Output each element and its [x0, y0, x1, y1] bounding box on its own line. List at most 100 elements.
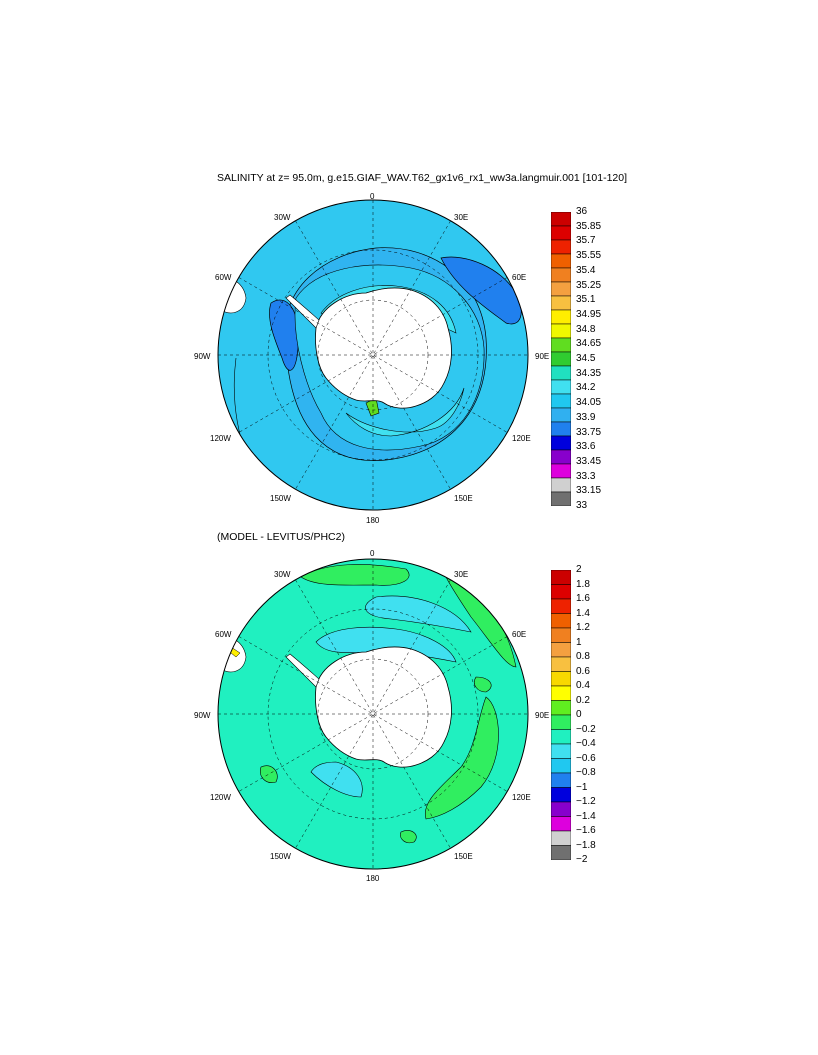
colorbar-swatch: [551, 598, 571, 614]
colorbar-tick-label: 33.15: [576, 485, 602, 497]
lon-label-120e: 120E: [512, 434, 531, 443]
colorbar-tick-label: 35.55: [576, 250, 602, 262]
colorbar-swatch: [551, 295, 571, 311]
colorbar-swatch: [551, 816, 571, 832]
colorbar-swatch: [551, 365, 571, 381]
colorbar-tick-label: 36: [576, 206, 588, 217]
lon-label-150e: 150E: [454, 494, 473, 503]
colorbar-swatch: [551, 700, 571, 716]
colorbar-tick-label: 0.4: [576, 680, 590, 691]
colorbar-tick-label: −1.8: [576, 839, 596, 851]
colorbar-swatch: [551, 491, 571, 506]
colorbar-swatch: [551, 758, 571, 774]
colorbar-tick-label: −2: [576, 854, 588, 865]
colorbar-tick-label: 1.6: [576, 593, 590, 604]
colorbar-tick-label: −1.4: [576, 810, 596, 822]
colorbar-swatch: [551, 407, 571, 423]
colorbar-tick-label: −0.4: [576, 738, 596, 749]
lon-label-0: 0: [370, 549, 375, 558]
lon-label-120w: 120W: [210, 793, 231, 802]
colorbar-swatch: [551, 627, 571, 643]
lon-label-30w: 30W: [274, 570, 291, 579]
colorbar-tick-label: −1.6: [576, 825, 596, 836]
colorbar-tick-label: 1: [576, 636, 582, 648]
colorbar-swatch: [551, 613, 571, 629]
colorbar-tick-label: −0.2: [576, 723, 596, 735]
lon-label-150w: 150W: [270, 494, 291, 503]
colorbar-swatch: [551, 584, 571, 600]
lon-label-90e: 90E: [535, 711, 550, 720]
lon-label-90w: 90W: [194, 352, 211, 361]
colorbar-swatch: [551, 393, 571, 409]
colorbar-swatch: [551, 281, 571, 297]
colorbar-tick-label: 33.9: [576, 411, 596, 423]
colorbar-tick-label: 1.2: [576, 622, 590, 633]
colorbar-tick-label: −0.6: [576, 752, 596, 764]
colorbar-swatch: [551, 801, 571, 817]
lon-label-120w: 120W: [210, 434, 231, 443]
colorbar-swatch: [551, 309, 571, 325]
colorbar-tick-label: 0.6: [576, 665, 590, 677]
colorbar-swatch: [551, 449, 571, 465]
colorbar-tick-label: 34.05: [576, 397, 602, 409]
lon-label-90e: 90E: [535, 352, 550, 361]
colorbar-swatch: [551, 421, 571, 437]
colorbar-swatch: [551, 351, 571, 367]
colorbar-tick-label: 1.4: [576, 607, 590, 619]
colorbar-tick-label: 0.2: [576, 694, 590, 706]
colorbar-swatch: [551, 743, 571, 759]
colorbar-tick-label: 2: [576, 564, 582, 575]
lon-label-30e: 30E: [454, 570, 469, 579]
lon-label-180: 180: [366, 874, 380, 883]
colorbar-swatch: [551, 239, 571, 255]
salinity-polar-map: [217, 199, 529, 511]
lon-label-0: 0: [370, 192, 375, 201]
colorbar-swatch: [551, 671, 571, 687]
colorbar-tick-label: 35.1: [576, 294, 596, 306]
lon-label-120e: 120E: [512, 793, 531, 802]
colorbar-tick-label: 33: [576, 500, 588, 511]
colorbar-tick-label: 33.6: [576, 441, 596, 453]
colorbar-swatch: [551, 570, 571, 585]
colorbar-tick-label: 35.4: [576, 264, 596, 276]
colorbar-swatch: [551, 267, 571, 283]
colorbar-swatch: [551, 253, 571, 269]
difference-polar-map: [217, 558, 529, 870]
colorbar-tick-label: 34.8: [576, 323, 596, 335]
lon-label-30e: 30E: [454, 213, 469, 222]
colorbar-swatch: [551, 729, 571, 745]
colorbar-tick-label: 0.8: [576, 651, 590, 662]
lon-label-60e: 60E: [512, 273, 527, 282]
colorbar-swatch: [551, 642, 571, 658]
lon-label-60w: 60W: [215, 273, 232, 282]
colorbar-tick-label: 34.95: [576, 308, 602, 320]
salinity-colorbar: [551, 212, 571, 506]
colorbar-tick-label: 34.65: [576, 338, 602, 350]
colorbar-swatch: [551, 845, 571, 860]
colorbar-swatch: [551, 435, 571, 451]
lon-label-180: 180: [366, 516, 380, 525]
lon-label-60w: 60W: [215, 630, 232, 639]
lon-label-30w: 30W: [274, 213, 291, 222]
colorbar-tick-label: −0.8: [576, 767, 596, 778]
colorbar-swatch: [551, 225, 571, 241]
lon-label-60e: 60E: [512, 630, 527, 639]
colorbar-tick-label: −1: [576, 781, 588, 793]
bottom-map-title: (MODEL - LEVITUS/PHC2): [217, 531, 345, 543]
colorbar-tick-label: 35.25: [576, 279, 602, 291]
colorbar-swatch: [551, 685, 571, 701]
colorbar-tick-label: 1.8: [576, 578, 590, 590]
colorbar-tick-label: 34.35: [576, 367, 602, 379]
lon-label-150e: 150E: [454, 852, 473, 861]
colorbar-swatch: [551, 477, 571, 493]
colorbar-swatch: [551, 337, 571, 353]
colorbar-tick-label: 34.5: [576, 353, 596, 364]
lon-label-150w: 150W: [270, 852, 291, 861]
colorbar-swatch: [551, 212, 571, 227]
colorbar-swatch: [551, 772, 571, 788]
colorbar-tick-label: 35.85: [576, 220, 602, 232]
colorbar-tick-label: 33.75: [576, 426, 602, 438]
colorbar-swatch: [551, 656, 571, 672]
colorbar-swatch: [551, 379, 571, 395]
colorbar-tick-label: 0: [576, 709, 582, 720]
